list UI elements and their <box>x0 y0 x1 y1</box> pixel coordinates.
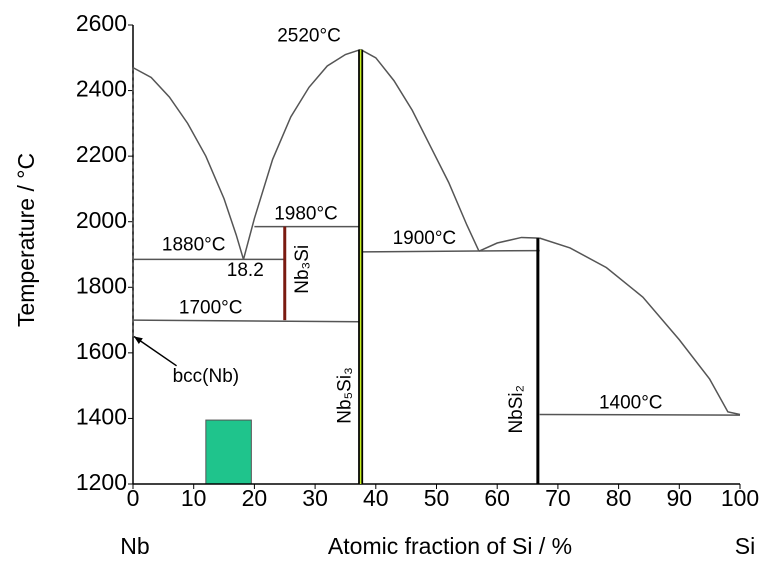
x-end-label: Si <box>735 533 755 559</box>
arrow-head <box>134 336 143 345</box>
phase-boundary <box>360 48 480 252</box>
annotation: bcc(Nb) <box>173 366 240 387</box>
y-tick-label: 2200 <box>76 141 127 167</box>
y-tick-label: 2600 <box>76 10 127 36</box>
annotation: Nb₃Si <box>292 245 313 294</box>
annotation: 2520°C <box>277 25 341 46</box>
x-tick-label: 20 <box>242 485 268 511</box>
annotation: 1900°C <box>393 228 457 249</box>
x-tick-label: 90 <box>667 485 693 511</box>
phase-boundary <box>132 66 245 260</box>
phase-boundary <box>539 413 741 416</box>
annotation: Nb₅Si₃ <box>334 367 355 424</box>
phase-boundary <box>478 236 540 252</box>
phase-boundary <box>539 237 741 416</box>
x-tick-label: 100 <box>721 485 759 511</box>
x-tick-label: 0 <box>127 485 140 511</box>
annotation: 1700°C <box>179 298 243 319</box>
x-tick-label: 60 <box>484 485 510 511</box>
y-tick-label: 1600 <box>76 338 127 364</box>
x-end-label: Nb <box>120 533 149 559</box>
x-tick-label: 50 <box>424 485 450 511</box>
x-axis-label: Atomic fraction of Si / % <box>328 533 572 559</box>
annotation: 1400°C <box>599 393 663 414</box>
x-tick-label: 40 <box>363 485 389 511</box>
phase-boundary <box>360 249 540 253</box>
y-tick-label: 1200 <box>76 469 127 495</box>
x-tick-label: 10 <box>181 485 207 511</box>
phase-boundary <box>132 319 361 323</box>
y-tick-label: 2000 <box>76 207 127 233</box>
y-tick-label: 1400 <box>76 404 127 430</box>
annotation: 1880°C <box>162 234 226 255</box>
y-tick-label: 2400 <box>76 76 127 102</box>
y-tick-label: 1800 <box>76 272 127 298</box>
x-tick-label: 80 <box>606 485 632 511</box>
y-axis-label: Temperature / °C <box>13 153 39 327</box>
phase-boundary <box>242 48 361 260</box>
x-tick-label: 30 <box>302 485 328 511</box>
x-tick-label: 70 <box>545 485 571 511</box>
annotation-arrow <box>133 335 178 367</box>
annotation: NbSi₂ <box>506 385 527 434</box>
region <box>205 419 252 485</box>
annotation: 1980°C <box>274 204 338 225</box>
annotation: 18.2 <box>227 260 264 281</box>
